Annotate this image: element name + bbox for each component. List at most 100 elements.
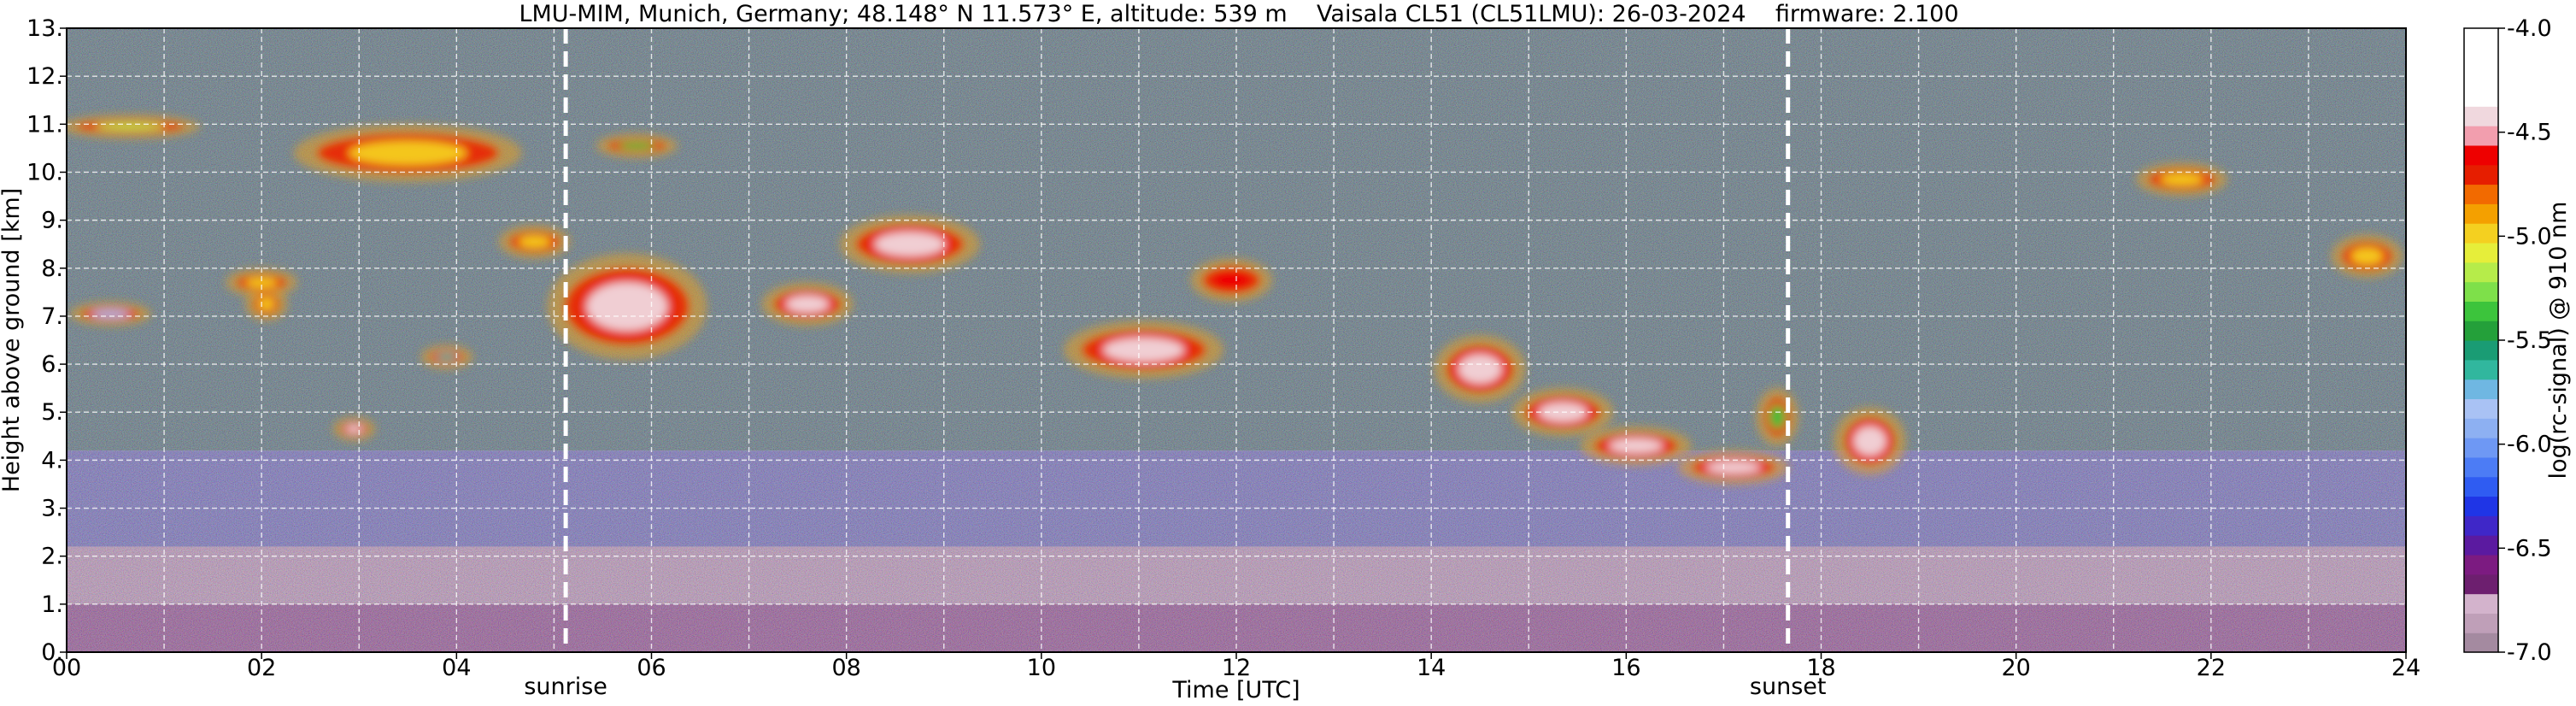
colorbar-swatch bbox=[2464, 242, 2498, 263]
colorbar-swatch bbox=[2464, 438, 2498, 458]
colorbar-swatch bbox=[2464, 515, 2498, 536]
colorbar-swatch bbox=[2464, 340, 2498, 361]
cloud-core bbox=[245, 278, 278, 288]
y-tick-label: 11. bbox=[26, 111, 63, 138]
cloud-core bbox=[586, 282, 668, 331]
y-tick-label: 2. bbox=[41, 544, 63, 570]
colorbar-swatch bbox=[2464, 144, 2498, 166]
colorbar-swatch bbox=[2464, 593, 2498, 614]
colorbar-swatch bbox=[2464, 535, 2498, 556]
cloud-core bbox=[875, 232, 945, 256]
colorbar-tick-label: -6.5 bbox=[2507, 535, 2552, 562]
cloud-core bbox=[1609, 438, 1664, 453]
colorbar-swatch bbox=[2464, 223, 2498, 244]
colorbar-swatch bbox=[2464, 321, 2498, 341]
cloud-features bbox=[67, 114, 2403, 485]
y-axis-ticks: 0. 1. 2. 3. 4. 5. 6. 7. 8. 9. 10. 11. 12. 13. bbox=[26, 15, 67, 666]
colorbar-swatch bbox=[2464, 28, 2498, 49]
colorbar-swatch bbox=[2464, 126, 2498, 146]
y-tick-label: 0. bbox=[41, 639, 63, 666]
colorbar-swatch bbox=[2464, 67, 2498, 88]
y-tick-label: 6. bbox=[41, 351, 63, 378]
x-tick-label: 04 bbox=[442, 655, 471, 681]
cloud-core bbox=[785, 296, 830, 313]
y-tick-label: 3. bbox=[41, 496, 63, 522]
colorbar-ticks: -4.0 -4.5 -5.0 -5.5 -6.0 -6.5 -7.0 bbox=[2498, 15, 2552, 666]
colorbar-tick-label: -6.0 bbox=[2507, 432, 2552, 458]
sunset-label: sunset bbox=[1750, 674, 1827, 700]
colorbar bbox=[2464, 28, 2498, 653]
cloud-core bbox=[436, 353, 458, 361]
x-tick-label: 10 bbox=[1027, 655, 1056, 681]
colorbar-swatch bbox=[2464, 496, 2498, 516]
x-tick-label: 20 bbox=[2001, 655, 2030, 681]
x-tick-label: 14 bbox=[1417, 655, 1446, 681]
y-tick-label: 7. bbox=[41, 303, 63, 330]
colorbar-swatch bbox=[2464, 398, 2498, 419]
x-tick-label: 00 bbox=[52, 655, 81, 681]
y-tick-label: 13. bbox=[26, 15, 63, 42]
cloud-core bbox=[258, 297, 275, 310]
cloud-core bbox=[349, 140, 467, 166]
cloud-core bbox=[1103, 338, 1184, 362]
x-tick-label: 08 bbox=[831, 655, 860, 681]
cloud-core bbox=[2160, 173, 2203, 185]
cloud-core bbox=[618, 142, 656, 150]
y-tick-label: 8. bbox=[41, 256, 63, 282]
sunrise-label: sunrise bbox=[524, 674, 607, 700]
cloud-core bbox=[1212, 271, 1251, 289]
colorbar-swatch bbox=[2464, 184, 2498, 204]
colorbar-swatch bbox=[2464, 359, 2498, 380]
colorbar-swatch bbox=[2464, 164, 2498, 185]
cloud-core bbox=[1458, 354, 1502, 384]
colorbar-tick-label: -4.5 bbox=[2507, 120, 2552, 146]
colorbar-swatch bbox=[2464, 613, 2498, 633]
x-tick-label: 12 bbox=[1222, 655, 1251, 681]
cloud-core bbox=[1769, 404, 1786, 429]
colorbar-swatch bbox=[2464, 476, 2498, 497]
colorbar-tick-label: -5.0 bbox=[2507, 223, 2552, 250]
colorbar-swatch bbox=[2464, 47, 2498, 68]
y-tick-label: 5. bbox=[41, 399, 63, 426]
cloud-core bbox=[346, 425, 362, 433]
x-tick-label: 24 bbox=[2391, 655, 2421, 681]
cloud-core bbox=[95, 122, 165, 131]
x-axis-label: Time [UTC] bbox=[1171, 677, 1300, 703]
x-tick-label: 18 bbox=[1806, 655, 1835, 681]
y-tick-label: 12. bbox=[26, 63, 63, 90]
cloud-core bbox=[2350, 247, 2384, 265]
colorbar-swatch bbox=[2464, 418, 2498, 438]
grid-lines bbox=[67, 28, 2406, 652]
plot-area bbox=[67, 28, 2406, 652]
y-axis-label: Height above ground [km] bbox=[0, 188, 25, 492]
x-axis-ticks: 00 02 04 06 08 10 12 14 16 18 20 22 24 bbox=[52, 652, 2421, 681]
colorbar-label: log(rc-signal) @ 910 nm bbox=[2545, 202, 2572, 479]
x-tick-label: 22 bbox=[2197, 655, 2226, 681]
x-tick-label: 16 bbox=[1611, 655, 1640, 681]
colorbar-swatch bbox=[2464, 632, 2498, 653]
colorbar-tick-label: -4.0 bbox=[2507, 15, 2552, 42]
colorbar-swatch bbox=[2464, 281, 2498, 302]
cloud-core bbox=[91, 309, 130, 318]
colorbar-swatch bbox=[2464, 379, 2498, 400]
colorbar-swatch bbox=[2464, 262, 2498, 283]
y-tick-label: 4. bbox=[41, 447, 63, 474]
cloud-core bbox=[1853, 427, 1887, 456]
event-lines bbox=[563, 28, 1791, 652]
y-tick-label: 1. bbox=[41, 591, 63, 618]
colorbar-swatch bbox=[2464, 203, 2498, 224]
colorbar-tick-label: -7.0 bbox=[2507, 639, 2552, 666]
colorbar-swatch bbox=[2464, 554, 2498, 575]
y-tick-label: 9. bbox=[41, 208, 63, 234]
event-labels: sunrise sunset bbox=[524, 674, 1826, 700]
x-tick-label: 02 bbox=[247, 655, 276, 681]
colorbar-swatch bbox=[2464, 106, 2498, 126]
y-tick-label: 10. bbox=[26, 159, 63, 185]
colorbar-swatch bbox=[2464, 456, 2498, 478]
colorbar-swatch bbox=[2464, 574, 2498, 595]
cloud-core bbox=[518, 235, 551, 248]
colorbar-tick-label: -5.5 bbox=[2507, 327, 2552, 354]
cloud-core bbox=[1706, 461, 1761, 474]
colorbar-swatch bbox=[2464, 301, 2498, 321]
